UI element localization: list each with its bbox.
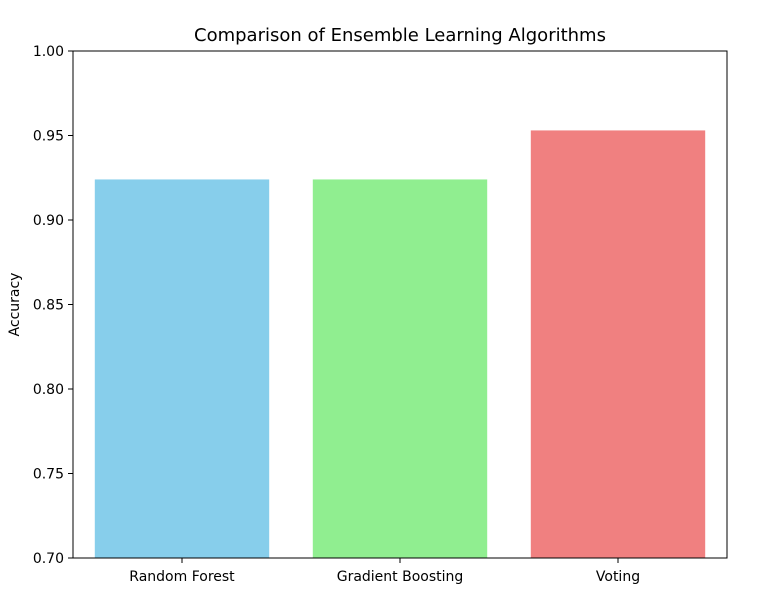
y-tick-label: 0.90 [33, 213, 64, 229]
bar-voting [530, 130, 706, 558]
x-tick-label: Random Forest [129, 569, 235, 585]
bar-random-forest [94, 179, 270, 558]
y-tick-label: 0.80 [33, 382, 64, 398]
plot-frame [72, 50, 728, 559]
x-tick-label: Voting [596, 569, 640, 585]
bars-layer [94, 130, 706, 558]
y-tick-label: 0.70 [33, 551, 64, 567]
y-tick-label: 0.75 [33, 467, 64, 483]
chart-title: Comparison of Ensemble Learning Algorith… [194, 25, 606, 46]
x-tick-label: Gradient Boosting [337, 569, 464, 585]
y-tick-label: 1.00 [33, 44, 64, 60]
bar-gradient-boosting [312, 179, 488, 558]
y-tick-label: 0.85 [33, 298, 64, 314]
y-axis-label: Accuracy [7, 273, 23, 337]
axes-layer: Random Forest Gradient Boosting Voting 0.70… [33, 44, 728, 585]
y-tick-label: 0.95 [33, 129, 64, 145]
